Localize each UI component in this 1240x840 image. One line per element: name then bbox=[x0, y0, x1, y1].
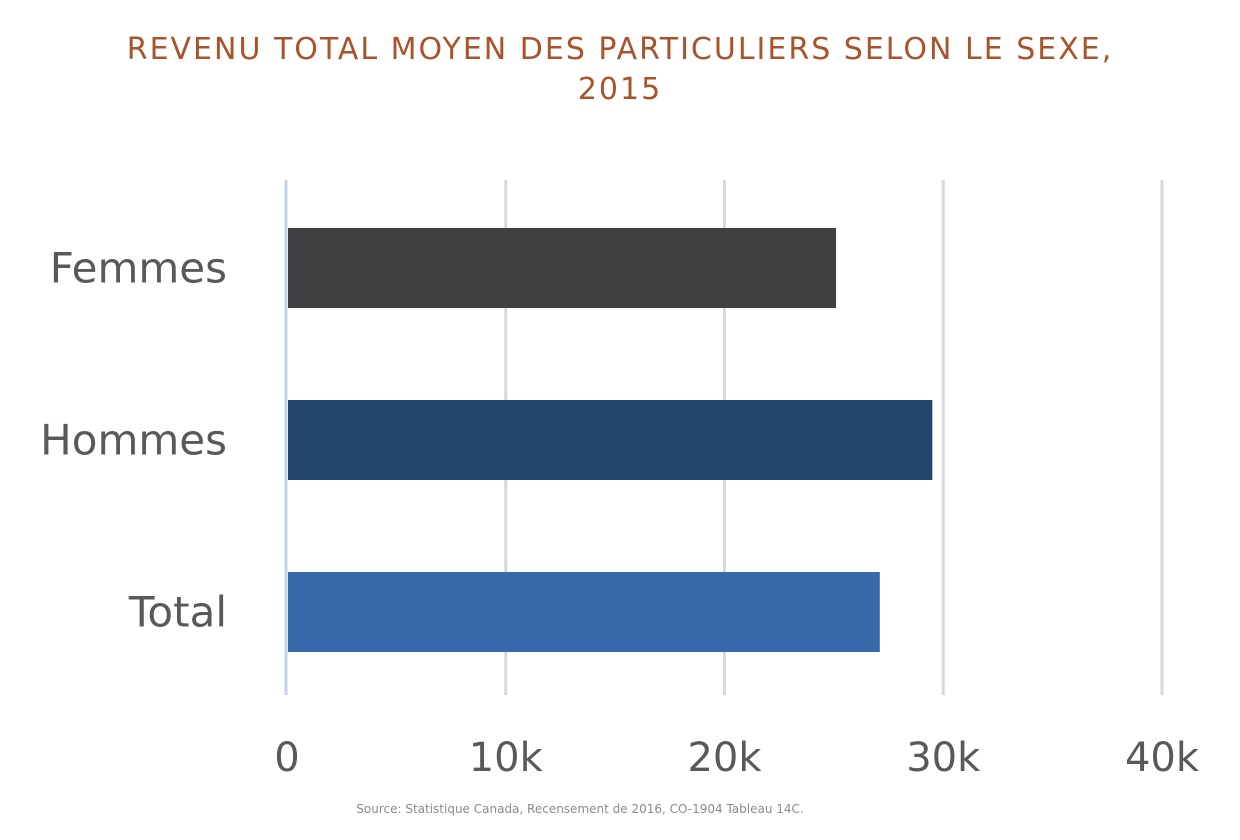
category-label: Hommes bbox=[40, 416, 227, 465]
x-tick-label: 40k bbox=[1125, 735, 1200, 781]
bar-hommes bbox=[288, 400, 933, 480]
bar-total bbox=[288, 572, 880, 652]
category-labels: Femmes Hommes Total bbox=[40, 244, 227, 637]
chart-title: REVENU TOTAL MOYEN DES PARTICULIERS SELO… bbox=[0, 30, 1240, 110]
x-tick-labels: 0 10k 20k 30k 40k bbox=[274, 735, 1200, 781]
x-tick-label: 10k bbox=[469, 735, 544, 781]
source-note: Source: Statistique Canada, Recensement … bbox=[356, 802, 804, 816]
bar-femmes bbox=[288, 228, 837, 308]
x-tick-label: 30k bbox=[906, 735, 981, 781]
category-label: Total bbox=[128, 588, 227, 637]
chart-title-line-2: 2015 bbox=[577, 72, 663, 107]
category-label: Femmes bbox=[50, 244, 227, 293]
x-tick-label: 20k bbox=[687, 735, 762, 781]
x-tick-label: 0 bbox=[274, 735, 299, 781]
bars bbox=[288, 228, 933, 652]
chart-title-line-1: REVENU TOTAL MOYEN DES PARTICULIERS SELO… bbox=[126, 32, 1114, 67]
